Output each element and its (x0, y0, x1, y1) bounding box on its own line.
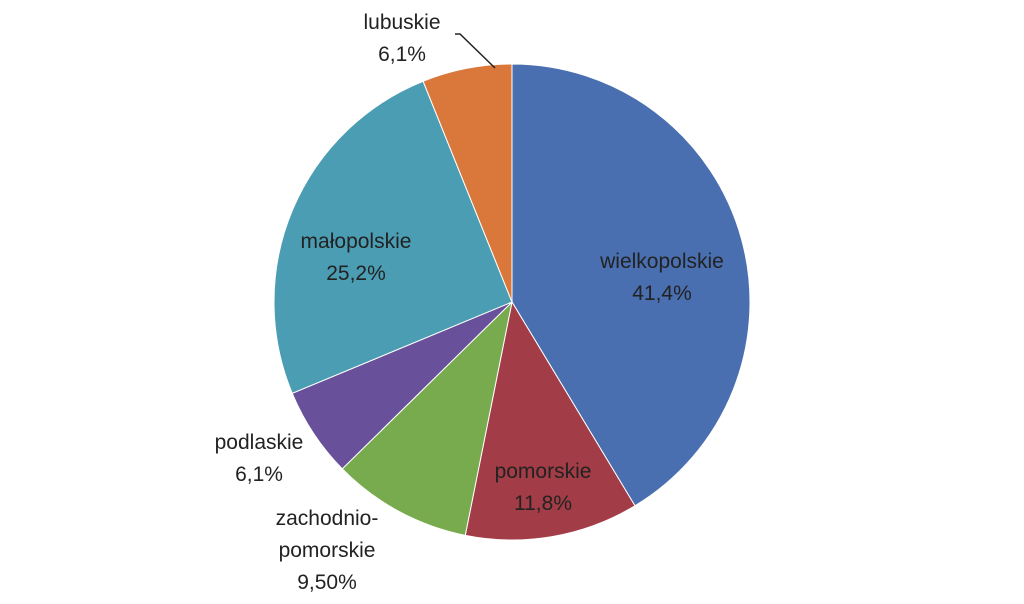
slice-percent: 6,1% (378, 43, 426, 66)
pie-slice-wielkopolskie (511, 63, 751, 507)
slice-name: wielkopolskie (599, 250, 724, 273)
slice-label-lubuskie: lubuskie 6,1% (363, 11, 440, 66)
slice-name: podlaskie (215, 431, 304, 454)
pie-slice-lubuskie (422, 63, 513, 303)
slice-label-wielkopolskie: wielkopolskie 41,4% (599, 250, 724, 305)
slice-name: zachodnio- (276, 507, 379, 530)
slice-label-ma-opolskie: małopolskie 25,2% (301, 230, 412, 285)
pie-slice-pomorskie (464, 300, 636, 541)
slice-percent: 6,1% (235, 463, 283, 486)
slice-name: pomorskie (495, 460, 592, 483)
slice-name: małopolskie (301, 230, 412, 253)
pie-slice-zachodnio-pomorskie (341, 300, 513, 536)
slice-percent: 41,4% (632, 282, 692, 305)
slice-label-zachodnio-pomorskie: zachodnio-pomorskie 9,50% (276, 507, 379, 594)
slice-label-podlaskie: podlaskie 6,1% (215, 431, 304, 486)
slice-percent: 9,50% (297, 571, 357, 594)
slice-percent: 25,2% (326, 262, 386, 285)
slice-name: lubuskie (363, 11, 440, 34)
lubuskie-leader-line (455, 33, 496, 69)
slice-name: pomorskie (279, 539, 376, 562)
slice-labels: wielkopolskie 41,4% pomorskie 11,8% zachodni… (215, 11, 724, 594)
pie-slices (273, 63, 751, 541)
slice-percent: 11,8% (514, 492, 572, 515)
pie-slice-ma-opolskie (273, 80, 513, 394)
slice-label-pomorskie: pomorskie 11,8% (495, 460, 592, 515)
